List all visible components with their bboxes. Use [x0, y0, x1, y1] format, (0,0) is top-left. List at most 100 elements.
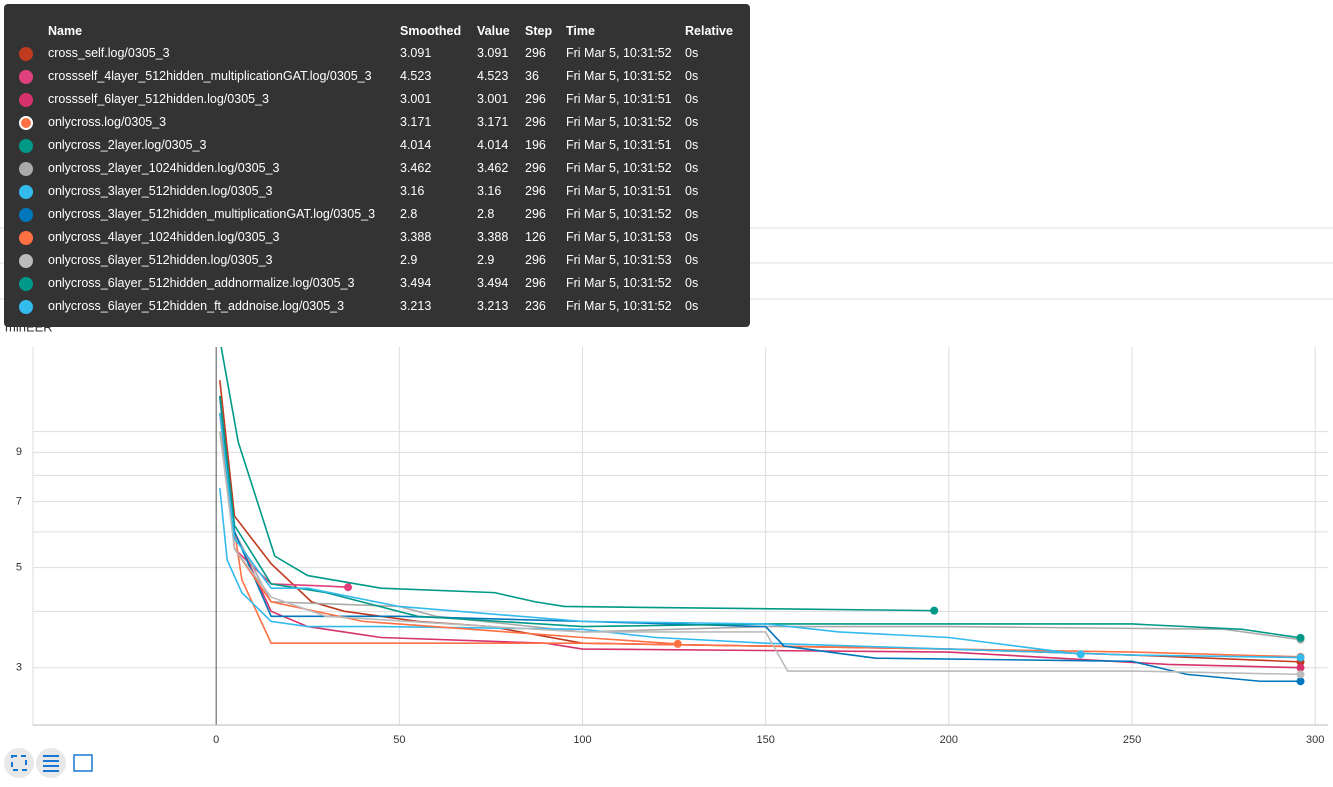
end-point [1296, 653, 1305, 662]
x-tick-label: 300 [1306, 734, 1324, 746]
end-point [673, 639, 682, 648]
cell: 4.523 [477, 69, 509, 83]
cell: Fri Mar 5, 10:31:52 [566, 46, 672, 60]
cell: 0s [685, 299, 699, 313]
cell: 3.213 [477, 299, 509, 313]
cell: Fri Mar 5, 10:31:53 [566, 230, 672, 244]
cell: 0s [685, 138, 699, 152]
run-name: onlycross.log/0305_3 [48, 115, 167, 129]
legend-dot [19, 70, 33, 84]
x-tick-label: 100 [573, 734, 591, 746]
cell: 296 [525, 92, 546, 106]
run-name: onlycross_6layer_512hidden_addnormalize.… [48, 276, 355, 290]
legend-icon [43, 755, 59, 772]
cell: 3.494 [400, 276, 432, 290]
cell: 0s [685, 184, 699, 198]
series-line [219, 487, 1301, 659]
legend-button[interactable] [36, 748, 66, 778]
cell: 236 [525, 299, 546, 313]
end-point [1296, 677, 1305, 686]
x-tick-label: 50 [393, 734, 405, 746]
series-line [219, 412, 1081, 656]
x-tick-label: 250 [1123, 734, 1141, 746]
tooltip: Name Smoothed Value Step Time Relative cross_s… [4, 4, 750, 327]
cell: 0s [685, 276, 699, 290]
cell: 0s [685, 207, 699, 221]
run-name: onlycross_4layer_1024hidden.log/0305_3 [48, 230, 280, 244]
y-tick-label: 9 [16, 446, 22, 458]
y-tick-label: 5 [16, 561, 22, 573]
column-header: Step [525, 24, 553, 38]
series-line [219, 395, 1301, 639]
x-tick-label: 0 [213, 734, 219, 746]
series-line [219, 412, 678, 645]
series-line [219, 412, 1301, 669]
end-point [930, 606, 939, 615]
run-name: crossself_6layer_512hidden.log/0305_3 [48, 92, 269, 106]
cell: 4.014 [477, 138, 509, 152]
cell: 296 [525, 207, 546, 221]
end-point [1296, 670, 1305, 679]
legend-dot [19, 231, 33, 245]
column-header: Smoothed [400, 24, 462, 38]
legend-dot [19, 254, 33, 268]
cell: 0s [685, 161, 699, 175]
legend-dot [19, 277, 33, 291]
cell: Fri Mar 5, 10:31:52 [566, 69, 672, 83]
cell: 2.9 [477, 253, 495, 267]
legend-dot [19, 185, 33, 199]
series-line [220, 347, 935, 612]
cell: Fri Mar 5, 10:31:52 [566, 276, 672, 290]
series-line [219, 431, 1301, 676]
legend-dot [19, 162, 33, 176]
run-name: onlycross_6layer_512hidden_ft_addnoise.l… [48, 299, 345, 313]
cell: 3.091 [477, 46, 509, 60]
cell: 296 [525, 161, 546, 175]
y-tick-label: 3 [16, 662, 22, 674]
legend-dot [19, 93, 33, 107]
cell: 4.014 [400, 138, 432, 152]
cell: 3.213 [400, 299, 432, 313]
cell: 3.388 [477, 230, 509, 244]
cell: Fri Mar 5, 10:31:51 [566, 184, 672, 198]
run-name: onlycross_3layer_512hidden_multiplicatio… [48, 207, 376, 221]
cell: 3.171 [400, 115, 432, 129]
cell: 3.494 [477, 276, 509, 290]
cell: Fri Mar 5, 10:31:53 [566, 253, 672, 267]
cell: 296 [525, 46, 546, 60]
cell: 0s [685, 253, 699, 267]
column-header: Relative [685, 24, 733, 38]
cell: 2.8 [477, 207, 495, 221]
end-point [344, 583, 353, 592]
cell: 3.001 [477, 92, 509, 106]
fullscreen-button[interactable] [4, 748, 34, 778]
cell: Fri Mar 5, 10:31:52 [566, 207, 672, 221]
cell: 296 [525, 276, 546, 290]
series-line [219, 395, 1301, 683]
legend-dot [19, 300, 33, 314]
run-name: onlycross_6layer_512hidden.log/0305_3 [48, 253, 273, 267]
toolbar[interactable] [4, 748, 93, 778]
cell: 3.388 [400, 230, 432, 244]
cell: 3.462 [400, 161, 432, 175]
x-tick-label: 150 [756, 734, 774, 746]
end-point [1296, 633, 1305, 642]
cell: 3.171 [477, 115, 509, 129]
legend-dot [19, 208, 33, 222]
cell: Fri Mar 5, 10:31:52 [566, 299, 672, 313]
cell: Fri Mar 5, 10:31:51 [566, 92, 672, 106]
cell: 3.091 [400, 46, 432, 60]
cell: 3.462 [477, 161, 509, 175]
end-point [1076, 650, 1085, 659]
cell: 0s [685, 115, 699, 129]
cell: 0s [685, 46, 699, 60]
fit-button[interactable] [73, 754, 93, 772]
run-name: crossself_4layer_512hidden_multiplicatio… [48, 69, 372, 83]
run-name: onlycross_2layer_1024hidden.log/0305_3 [48, 161, 280, 175]
fullscreen-icon [11, 755, 27, 771]
cell: 36 [525, 69, 539, 83]
cell: 126 [525, 230, 546, 244]
cell: 3.16 [477, 184, 502, 198]
legend-dot [19, 116, 33, 130]
